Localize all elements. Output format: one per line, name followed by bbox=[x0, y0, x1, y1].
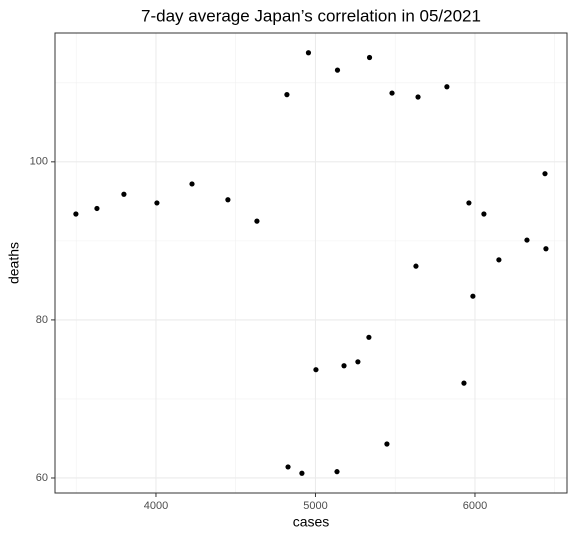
point bbox=[481, 211, 487, 217]
point bbox=[366, 334, 372, 340]
point bbox=[154, 200, 160, 206]
point bbox=[415, 94, 421, 100]
point bbox=[461, 380, 467, 386]
point bbox=[543, 246, 549, 252]
point bbox=[389, 90, 395, 96]
point bbox=[470, 293, 476, 299]
point bbox=[334, 67, 341, 73]
point bbox=[542, 171, 548, 177]
point bbox=[496, 257, 502, 263]
point bbox=[334, 469, 340, 475]
point bbox=[121, 191, 127, 197]
point bbox=[524, 237, 530, 243]
x-tick-label: 4000 bbox=[144, 500, 168, 512]
y-tick-label: 100 bbox=[30, 156, 48, 168]
x-axis-label: cases bbox=[293, 514, 330, 530]
point bbox=[341, 363, 347, 369]
y-tick-label: 60 bbox=[36, 472, 48, 484]
chart-title: 7-day average Japan’s correlation in 05/… bbox=[141, 6, 481, 25]
point bbox=[254, 218, 260, 224]
point bbox=[355, 359, 361, 365]
y-axis-label: deaths bbox=[6, 242, 22, 284]
y-tick-label: 80 bbox=[36, 314, 48, 326]
point bbox=[413, 263, 419, 269]
point bbox=[384, 441, 390, 447]
point bbox=[305, 50, 312, 56]
point bbox=[94, 205, 100, 212]
point bbox=[299, 470, 305, 476]
point bbox=[225, 197, 231, 203]
x-tick-label: 6000 bbox=[463, 500, 487, 512]
point bbox=[466, 200, 472, 206]
point bbox=[73, 211, 79, 217]
point bbox=[284, 92, 290, 98]
point bbox=[285, 464, 291, 470]
point bbox=[366, 54, 373, 61]
x-tick-label: 5000 bbox=[303, 500, 327, 512]
plot-border bbox=[54, 32, 568, 494]
point bbox=[444, 84, 450, 90]
point bbox=[189, 181, 195, 187]
point bbox=[313, 367, 319, 373]
